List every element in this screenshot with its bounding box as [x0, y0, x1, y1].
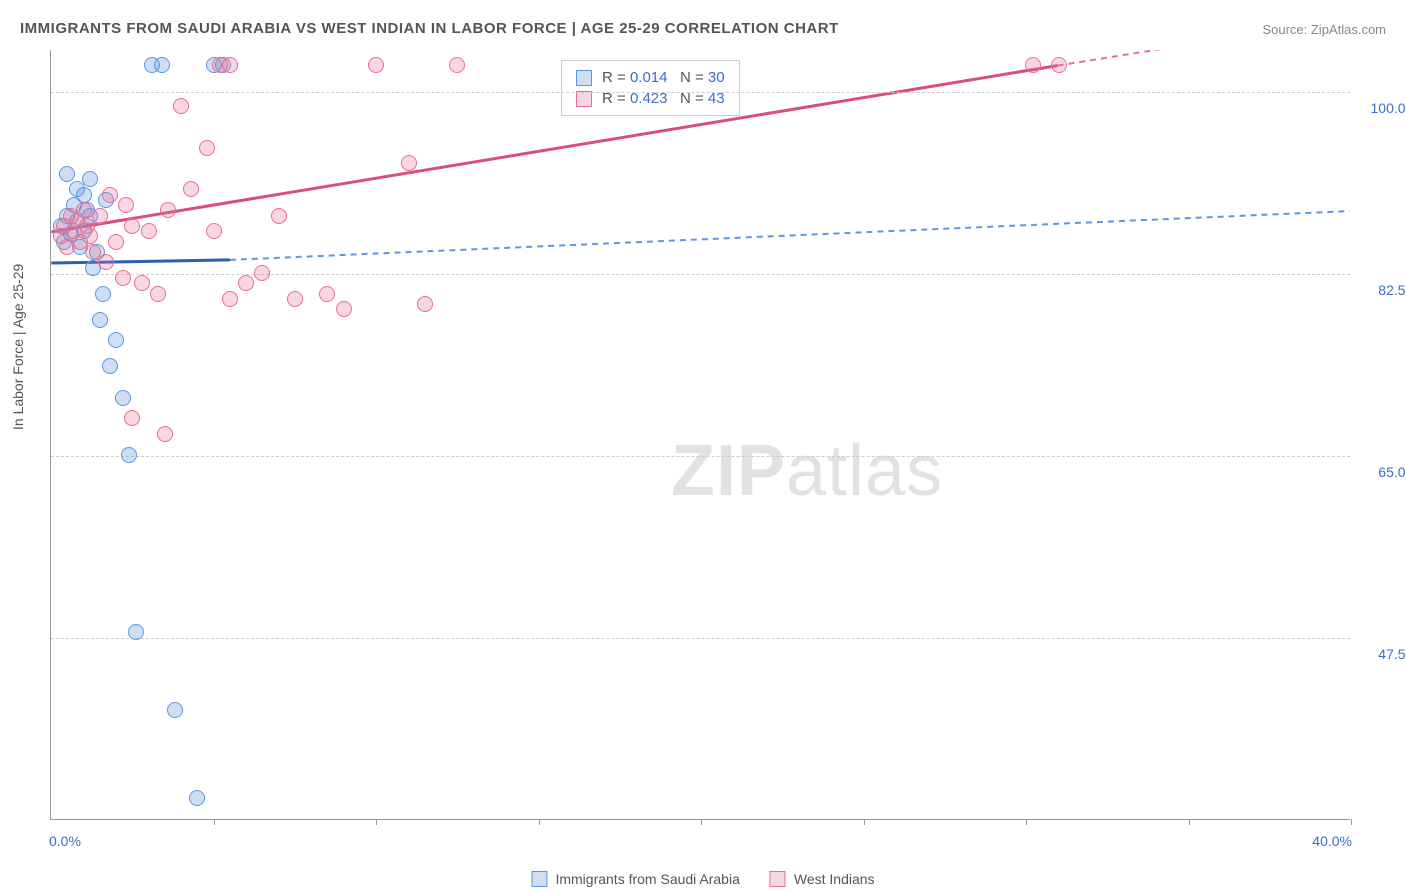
data-point	[150, 286, 166, 302]
trend-lines-layer	[51, 50, 1350, 819]
watermark-thin: atlas	[786, 431, 943, 511]
data-point	[82, 228, 98, 244]
correlation-swatch	[576, 70, 592, 86]
x-tick	[539, 819, 540, 825]
legend-label-series1: Immigrants from Saudi Arabia	[555, 871, 739, 887]
data-point	[222, 57, 238, 73]
data-point	[1051, 57, 1067, 73]
x-tick	[701, 819, 702, 825]
data-point	[154, 57, 170, 73]
data-point	[173, 98, 189, 114]
x-tick	[376, 819, 377, 825]
data-point	[157, 426, 173, 442]
data-point	[160, 202, 176, 218]
data-point	[76, 202, 92, 218]
data-point	[121, 447, 137, 463]
correlation-text: R = 0.014 N = 30	[602, 69, 725, 86]
y-axis-title: In Labor Force | Age 25-29	[10, 264, 26, 430]
source-attribution: Source: ZipAtlas.com	[1262, 22, 1386, 37]
data-point	[417, 296, 433, 312]
data-point	[124, 218, 140, 234]
gridline	[51, 638, 1350, 639]
data-point	[254, 265, 270, 281]
data-point	[92, 208, 108, 224]
data-point	[102, 187, 118, 203]
data-point	[108, 332, 124, 348]
data-point	[271, 208, 287, 224]
data-point	[115, 390, 131, 406]
y-tick-label: 100.0%	[1358, 100, 1406, 116]
data-point	[401, 155, 417, 171]
y-tick-label: 82.5%	[1358, 282, 1406, 298]
x-tick	[1026, 819, 1027, 825]
data-point	[92, 312, 108, 328]
x-tick	[214, 819, 215, 825]
chart-title: IMMIGRANTS FROM SAUDI ARABIA VS WEST IND…	[20, 20, 839, 37]
correlation-swatch	[576, 91, 592, 107]
data-point	[189, 790, 205, 806]
x-axis-max-label: 40.0%	[1312, 833, 1352, 849]
correlation-row: R = 0.014 N = 30	[576, 67, 725, 88]
data-point	[134, 275, 150, 291]
x-tick	[864, 819, 865, 825]
x-axis-min-label: 0.0%	[49, 833, 81, 849]
data-point	[102, 358, 118, 374]
legend-swatch-series2	[770, 871, 786, 887]
legend-bottom: Immigrants from Saudi Arabia West Indian…	[531, 871, 874, 887]
data-point	[118, 197, 134, 213]
data-point	[141, 223, 157, 239]
watermark: ZIPatlas	[671, 430, 943, 512]
y-tick-label: 47.5%	[1358, 646, 1406, 662]
data-point	[368, 57, 384, 73]
gridline	[51, 92, 1350, 93]
data-point	[222, 291, 238, 307]
data-point	[59, 166, 75, 182]
data-point	[82, 171, 98, 187]
x-tick	[1351, 819, 1352, 825]
data-point	[319, 286, 335, 302]
correlation-stats-box: R = 0.014 N = 30R = 0.423 N = 43	[561, 60, 740, 116]
data-point	[238, 275, 254, 291]
data-point	[124, 410, 140, 426]
data-point	[183, 181, 199, 197]
data-point	[108, 234, 124, 250]
data-point	[115, 270, 131, 286]
chart-plot-area: ZIPatlas R = 0.014 N = 30R = 0.423 N = 4…	[50, 50, 1350, 820]
legend-item-series1: Immigrants from Saudi Arabia	[531, 871, 739, 887]
data-point	[287, 291, 303, 307]
data-point	[199, 140, 215, 156]
gridline	[51, 456, 1350, 457]
data-point	[1025, 57, 1041, 73]
y-tick-label: 65.0%	[1358, 464, 1406, 480]
legend-swatch-series1	[531, 871, 547, 887]
data-point	[95, 286, 111, 302]
legend-item-series2: West Indians	[770, 871, 875, 887]
legend-label-series2: West Indians	[794, 871, 875, 887]
data-point	[69, 181, 85, 197]
data-point	[167, 702, 183, 718]
data-point	[128, 624, 144, 640]
x-tick	[1189, 819, 1190, 825]
data-point	[449, 57, 465, 73]
data-point	[336, 301, 352, 317]
data-point	[206, 223, 222, 239]
watermark-bold: ZIP	[671, 431, 786, 511]
data-point	[98, 254, 114, 270]
